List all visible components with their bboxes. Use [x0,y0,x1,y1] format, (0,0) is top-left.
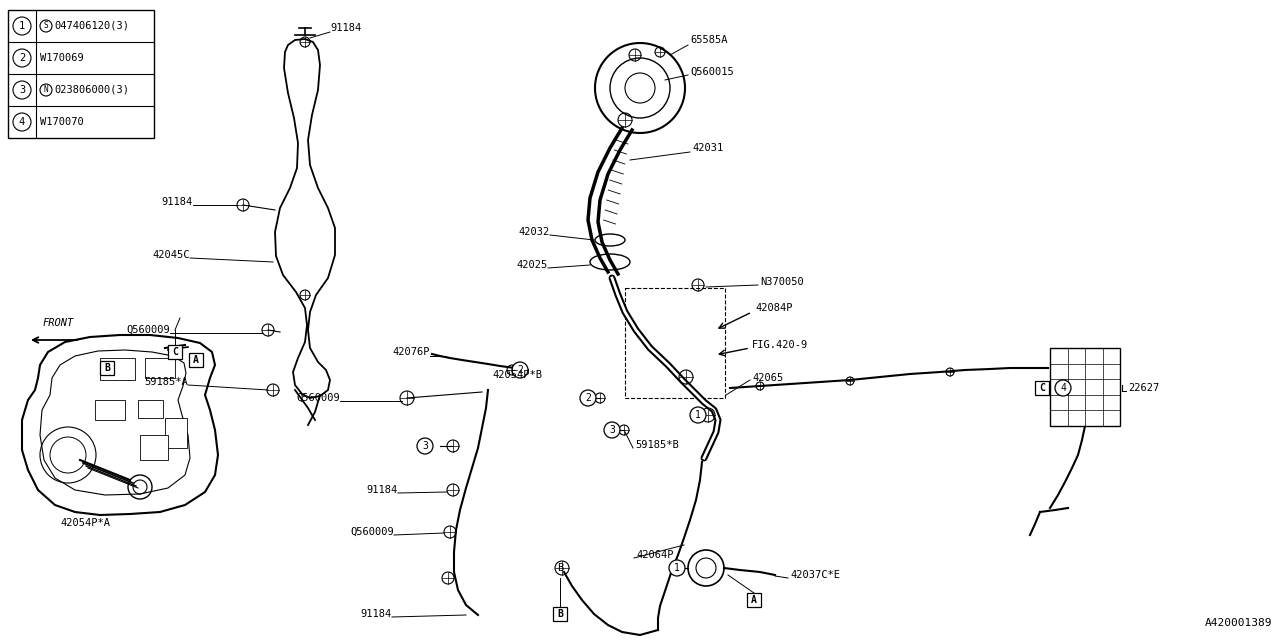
Text: 59185*A: 59185*A [145,377,188,387]
Text: 4: 4 [19,117,26,127]
Text: 42032: 42032 [518,227,550,237]
Circle shape [669,560,685,576]
Text: W170069: W170069 [40,53,83,63]
Text: Q560015: Q560015 [690,67,733,77]
Text: S: S [44,22,49,31]
FancyBboxPatch shape [168,345,182,359]
Text: A: A [751,595,756,605]
Text: Q560009: Q560009 [296,393,340,403]
Text: B: B [557,563,563,573]
Text: C: C [172,347,178,357]
Text: 65585A: 65585A [690,35,727,45]
Circle shape [417,438,433,454]
Text: 3: 3 [609,425,614,435]
Text: FIG.420-9: FIG.420-9 [753,340,808,350]
Text: 42037C*E: 42037C*E [790,570,840,580]
Text: C: C [1039,383,1044,393]
Text: 3: 3 [19,85,26,95]
Text: 023806000(3): 023806000(3) [54,85,129,95]
Text: 91184: 91184 [161,197,193,207]
Text: B: B [104,363,110,373]
Text: N370050: N370050 [760,277,804,287]
Text: 047406120(3): 047406120(3) [54,21,129,31]
Circle shape [1055,380,1071,396]
FancyBboxPatch shape [748,593,762,607]
Text: 59185*B: 59185*B [635,440,678,450]
Circle shape [512,362,529,378]
Text: A: A [193,355,198,365]
Text: 1: 1 [19,21,26,31]
FancyBboxPatch shape [95,400,125,420]
Text: 42064P: 42064P [636,550,673,560]
Text: 42054P*B: 42054P*B [492,370,541,380]
Text: A420001389: A420001389 [1204,618,1272,628]
Text: N: N [44,86,49,95]
Text: 42054P*A: 42054P*A [60,518,110,528]
FancyBboxPatch shape [1050,348,1120,426]
Text: Q560009: Q560009 [351,527,394,537]
Text: 22627: 22627 [1128,383,1160,393]
FancyBboxPatch shape [100,361,114,375]
FancyBboxPatch shape [1036,381,1050,395]
Text: Q560009: Q560009 [127,325,170,335]
FancyBboxPatch shape [8,10,154,138]
FancyBboxPatch shape [189,353,204,367]
Text: 2: 2 [517,365,524,375]
Text: 42065: 42065 [753,373,783,383]
Text: B: B [557,609,563,619]
Text: 2: 2 [585,393,591,403]
Circle shape [690,407,707,423]
Text: 91184: 91184 [367,485,398,495]
Text: 42084P: 42084P [755,303,792,313]
Text: FRONT: FRONT [42,318,74,328]
Text: 42031: 42031 [692,143,723,153]
FancyBboxPatch shape [145,358,175,378]
Text: 42025: 42025 [517,260,548,270]
Text: 42045C: 42045C [152,250,189,260]
FancyBboxPatch shape [553,607,567,621]
Text: 3: 3 [422,441,428,451]
Text: 1: 1 [695,410,701,420]
Text: 4: 4 [1060,383,1066,393]
FancyBboxPatch shape [100,358,134,380]
FancyBboxPatch shape [138,400,163,418]
Text: 91184: 91184 [361,609,392,619]
Text: 1: 1 [675,563,680,573]
Text: 91184: 91184 [330,23,361,33]
Text: W170070: W170070 [40,117,83,127]
Text: 2: 2 [19,53,26,63]
Text: 42076P: 42076P [393,347,430,357]
Circle shape [580,390,596,406]
FancyBboxPatch shape [140,435,168,460]
FancyBboxPatch shape [165,418,187,448]
Circle shape [604,422,620,438]
